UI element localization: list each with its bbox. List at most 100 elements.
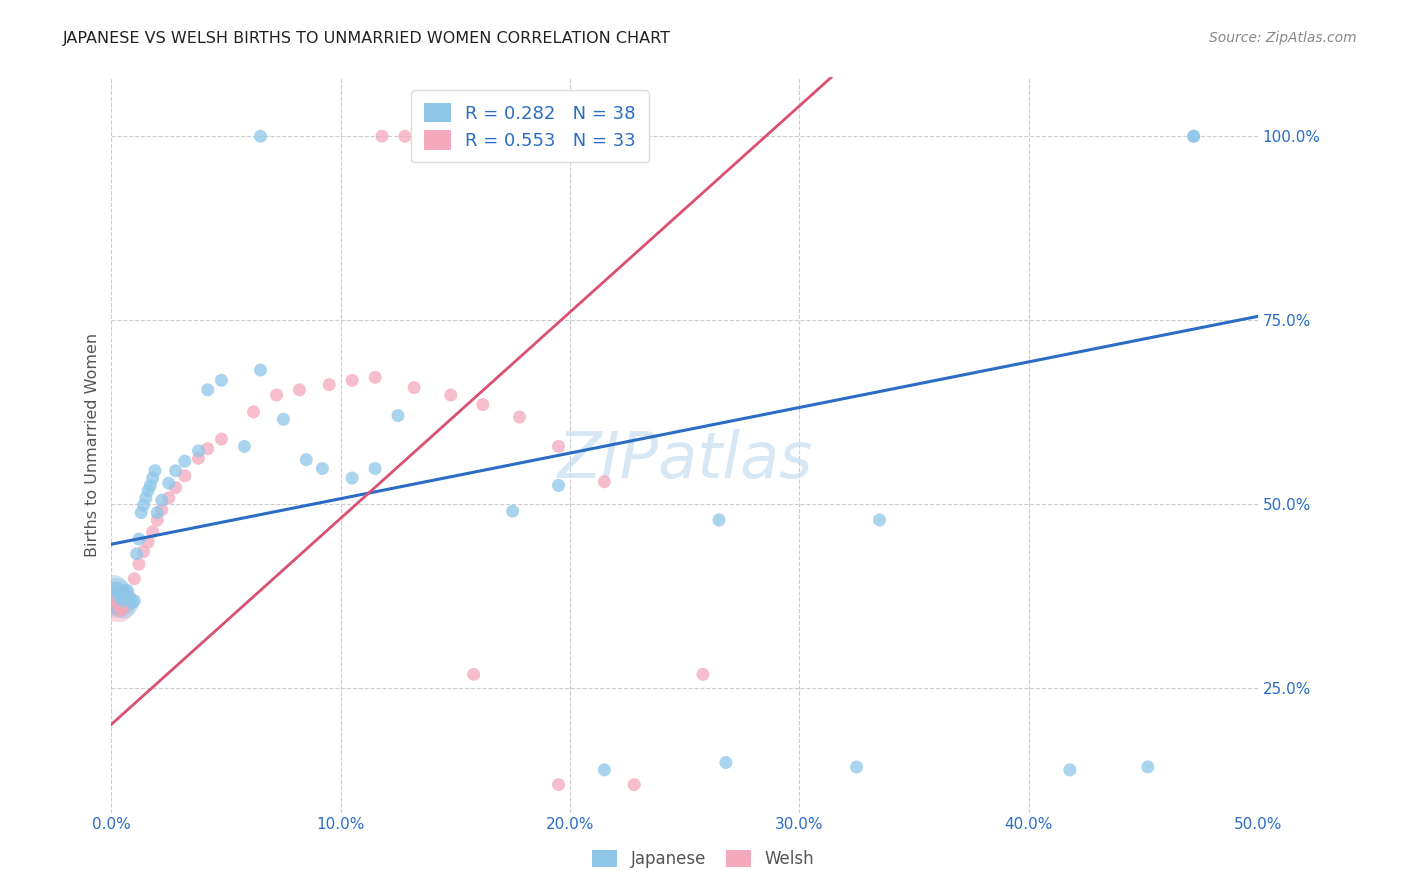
Point <box>124 594 146 608</box>
Point <box>105 582 128 596</box>
Point <box>440 129 463 144</box>
Point <box>142 471 165 485</box>
Point <box>173 468 195 483</box>
Text: ZIPatlas: ZIPatlas <box>557 429 813 491</box>
Point <box>463 129 485 144</box>
Point <box>111 594 134 608</box>
Point <box>117 594 139 608</box>
Point <box>197 442 219 456</box>
Point <box>249 363 271 377</box>
Point <box>121 596 143 610</box>
Point <box>132 544 155 558</box>
Point <box>463 667 485 681</box>
Point <box>165 481 187 495</box>
Point <box>707 513 730 527</box>
Point <box>114 589 136 603</box>
Point <box>143 464 166 478</box>
Text: Source: ZipAtlas.com: Source: ZipAtlas.com <box>1209 31 1357 45</box>
Point <box>107 599 129 613</box>
Point <box>869 513 891 527</box>
Point <box>1059 763 1081 777</box>
Point <box>110 603 132 617</box>
Point <box>295 452 318 467</box>
Text: JAPANESE VS WELSH BIRTHS TO UNMARRIED WOMEN CORRELATION CHART: JAPANESE VS WELSH BIRTHS TO UNMARRIED WO… <box>63 31 671 46</box>
Point <box>509 410 531 425</box>
Point <box>111 601 134 615</box>
Point <box>266 388 288 402</box>
Point <box>146 513 169 527</box>
Point <box>211 373 233 387</box>
Point <box>845 760 868 774</box>
Point <box>1182 129 1205 144</box>
Point <box>105 594 128 608</box>
Point <box>135 491 157 505</box>
Point <box>273 412 295 426</box>
Point <box>165 464 187 478</box>
Point <box>233 440 256 454</box>
Point <box>128 557 150 571</box>
Point <box>103 591 125 605</box>
Point <box>364 370 387 384</box>
Point <box>714 756 737 770</box>
Y-axis label: Births to Unmarried Women: Births to Unmarried Women <box>86 333 100 557</box>
Point <box>288 383 311 397</box>
Point <box>110 591 132 605</box>
Point <box>117 583 139 598</box>
Point <box>547 778 569 792</box>
Point <box>471 398 494 412</box>
Point <box>103 583 125 598</box>
Point <box>576 129 599 144</box>
Point <box>107 591 129 605</box>
Point <box>105 594 128 608</box>
Point <box>125 547 148 561</box>
Point <box>136 483 159 498</box>
Point <box>114 596 136 610</box>
Point <box>593 475 616 489</box>
Point <box>197 383 219 397</box>
Point <box>394 129 416 144</box>
Point <box>318 377 340 392</box>
Point <box>364 461 387 475</box>
Legend: R = 0.282   N = 38, R = 0.553   N = 33: R = 0.282 N = 38, R = 0.553 N = 33 <box>411 90 648 162</box>
Point <box>129 506 152 520</box>
Point <box>547 478 569 492</box>
Point <box>110 594 132 608</box>
Point <box>593 763 616 777</box>
Point <box>128 532 150 546</box>
Point <box>371 129 394 144</box>
Legend: Japanese, Welsh: Japanese, Welsh <box>585 843 821 875</box>
Point <box>136 535 159 549</box>
Point <box>249 129 271 144</box>
Point <box>150 493 173 508</box>
Point <box>157 491 180 505</box>
Point <box>107 599 129 613</box>
Point <box>132 498 155 512</box>
Point <box>547 440 569 454</box>
Point <box>187 443 209 458</box>
Point <box>692 667 714 681</box>
Point <box>340 373 363 387</box>
Point <box>623 778 645 792</box>
Point <box>150 502 173 516</box>
Point <box>211 432 233 446</box>
Point <box>404 381 426 395</box>
Point <box>485 129 508 144</box>
Point <box>139 478 162 492</box>
Point <box>105 586 128 600</box>
Point <box>173 454 195 468</box>
Point <box>107 586 129 600</box>
Point <box>118 592 141 607</box>
Point <box>157 476 180 491</box>
Point <box>124 572 146 586</box>
Point <box>146 506 169 520</box>
Point <box>242 405 264 419</box>
Point <box>440 388 463 402</box>
Point <box>111 596 134 610</box>
Point <box>509 129 531 144</box>
Point <box>387 409 409 423</box>
Point <box>187 451 209 466</box>
Point <box>340 471 363 485</box>
Point <box>1182 129 1205 144</box>
Point <box>118 591 141 605</box>
Point <box>142 524 165 539</box>
